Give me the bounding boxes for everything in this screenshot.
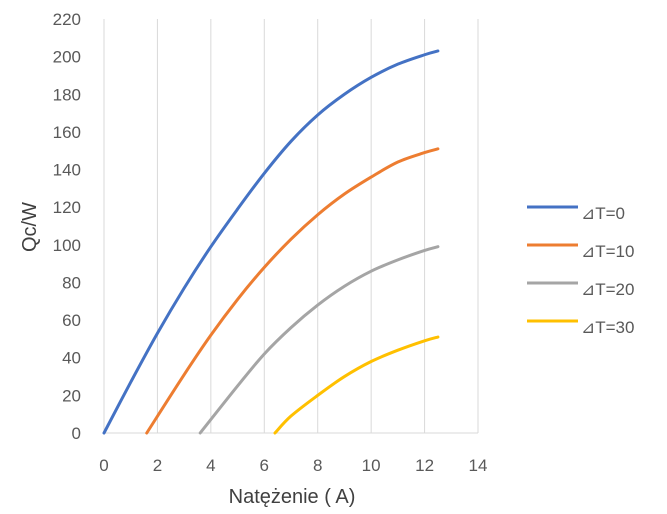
x-tick-label: 0 xyxy=(99,456,108,475)
y-tick-label: 80 xyxy=(62,273,81,292)
y-tick-label: 0 xyxy=(72,424,81,443)
y-tick-label: 40 xyxy=(62,349,81,368)
legend: ⊿T=0 ⊿T=10 ⊿T=20 ⊿T=30 xyxy=(527,204,634,337)
x-tick-label: 6 xyxy=(260,456,269,475)
series-line-2 xyxy=(198,245,440,435)
y-tick-label: 160 xyxy=(53,123,81,142)
y-tick-labels: 0 20 40 60 80 100 120 140 160 180 200 220 xyxy=(53,10,81,443)
y-tick-label: 100 xyxy=(53,236,81,255)
y-axis-title: Qc/W xyxy=(19,202,41,252)
x-tick-label: 10 xyxy=(362,456,381,475)
x-tick-label: 12 xyxy=(415,456,434,475)
x-tick-labels: 0 2 4 6 8 10 12 14 xyxy=(99,456,487,475)
y-tick-label: 220 xyxy=(53,10,81,29)
legend-label: ⊿T=0 xyxy=(581,204,625,223)
y-tick-label: 200 xyxy=(53,48,81,67)
legend-label: ⊿T=30 xyxy=(581,318,634,337)
y-tick-label: 60 xyxy=(62,311,81,330)
x-axis-title: Natężenie ( A) xyxy=(229,486,356,508)
legend-item-1: ⊿T=10 xyxy=(527,242,634,261)
x-tick-label: 4 xyxy=(206,456,215,475)
series-line-3 xyxy=(273,335,440,435)
legend-item-3: ⊿T=30 xyxy=(527,318,634,337)
gridlines xyxy=(103,19,479,434)
legend-item-0: ⊿T=0 xyxy=(527,204,625,223)
y-tick-label: 180 xyxy=(53,85,81,104)
legend-label: ⊿T=10 xyxy=(581,242,634,261)
series-line-1 xyxy=(145,147,440,435)
y-tick-label: 140 xyxy=(53,161,81,180)
x-tick-label: 2 xyxy=(153,456,162,475)
x-tick-label: 8 xyxy=(313,456,322,475)
y-tick-label: 120 xyxy=(53,198,81,217)
legend-label: ⊿T=20 xyxy=(581,280,634,299)
y-tick-label: 20 xyxy=(62,386,81,405)
legend-item-2: ⊿T=20 xyxy=(527,280,634,299)
series-lines xyxy=(102,49,440,435)
series-line-0 xyxy=(102,49,440,435)
x-tick-label: 14 xyxy=(469,456,488,475)
